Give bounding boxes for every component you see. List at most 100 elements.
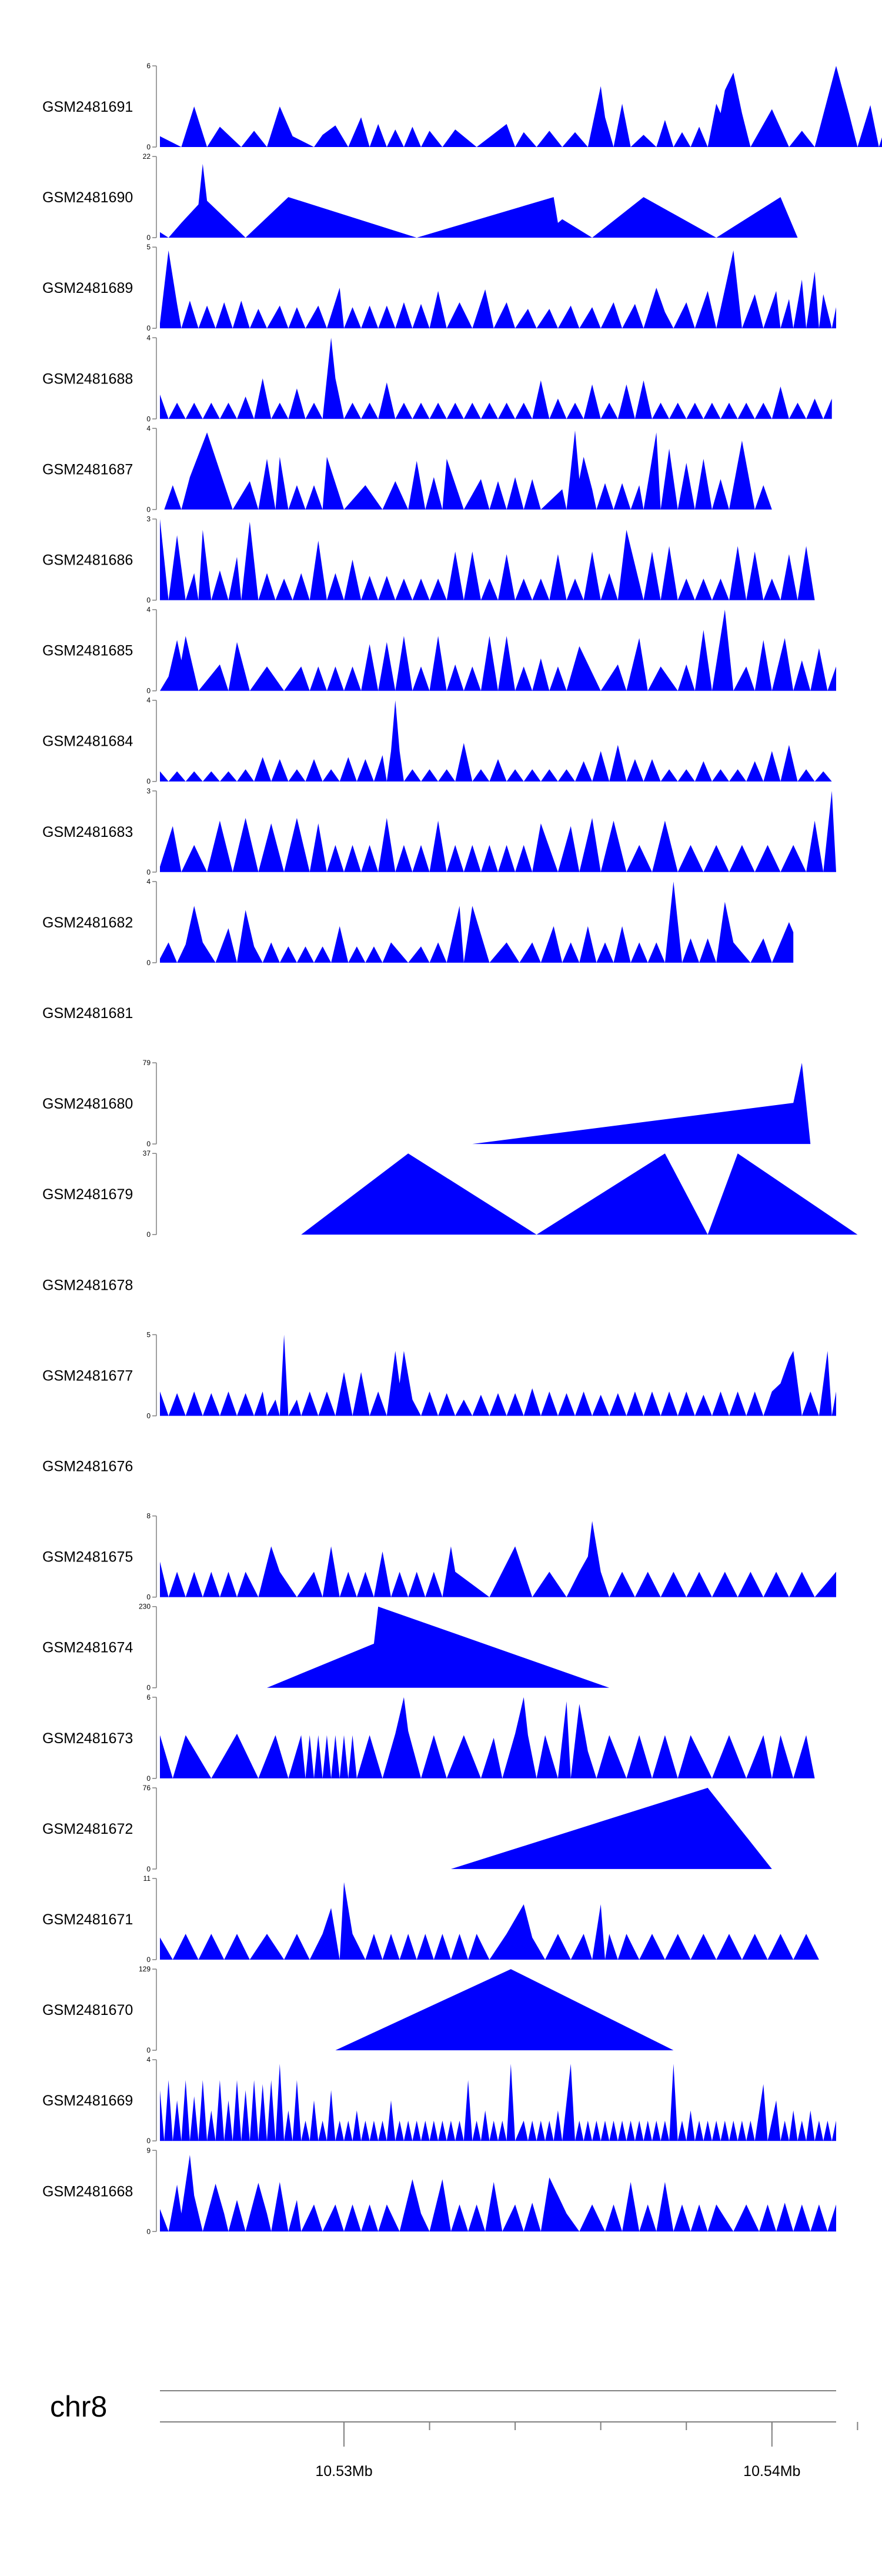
y-tick-label-max: 4 bbox=[146, 696, 151, 705]
track-label: GSM2481672 bbox=[42, 1821, 133, 1837]
track: GSM2481689 5 0 bbox=[42, 243, 836, 332]
y-tick-label-min: 0 bbox=[146, 1412, 151, 1420]
y-tick-label-min: 0 bbox=[146, 143, 151, 151]
y-tick-label-max: 3 bbox=[146, 787, 151, 795]
track: GSM2481680 79 0 bbox=[42, 1059, 811, 1148]
coverage-area bbox=[160, 2064, 836, 2141]
track: GSM2481670 129 0 bbox=[42, 1965, 674, 2054]
genome-axis: chr8 10.53Mb 10.54Mb bbox=[50, 2390, 858, 2480]
coverage-area bbox=[160, 1334, 836, 1416]
chromosome-label: chr8 bbox=[50, 2390, 107, 2423]
y-tick-label-min: 0 bbox=[146, 1140, 151, 1148]
y-tick-label-min: 0 bbox=[146, 415, 151, 423]
y-tick-label-max: 3 bbox=[146, 515, 151, 523]
y-tick-label-max: 5 bbox=[146, 1330, 151, 1339]
track: GSM2481690 22 0 bbox=[42, 152, 798, 242]
genome-tick-label: 10.53Mb bbox=[315, 2463, 372, 2480]
y-tick-label-max: 230 bbox=[139, 1603, 151, 1611]
coverage-area bbox=[160, 338, 832, 419]
track: GSM2481668 9 0 bbox=[42, 2146, 836, 2235]
track-label: GSM2481679 bbox=[42, 1186, 133, 1203]
track-label: GSM2481673 bbox=[42, 1730, 133, 1747]
track-label: GSM2481690 bbox=[42, 189, 133, 206]
track: GSM2481671 11 0 bbox=[42, 1874, 819, 1964]
track: GSM2481686 3 0 bbox=[42, 515, 815, 605]
y-tick-label-min: 0 bbox=[146, 324, 151, 332]
track-label: GSM2481687 bbox=[42, 461, 133, 478]
y-tick-label-min: 0 bbox=[146, 233, 151, 242]
coverage-area bbox=[301, 1153, 858, 1235]
y-tick-label-max: 4 bbox=[146, 2056, 151, 2064]
track: GSM2481688 4 0 bbox=[42, 333, 832, 423]
track-label: GSM2481670 bbox=[42, 2002, 133, 2018]
coverage-area bbox=[160, 1697, 815, 1778]
track: GSM2481684 4 0 bbox=[42, 696, 832, 786]
track: GSM2481681 bbox=[42, 1005, 133, 1022]
y-tick-label-max: 4 bbox=[146, 424, 151, 432]
track: GSM2481679 37 0 bbox=[42, 1149, 858, 1239]
y-tick-label-max: 4 bbox=[146, 877, 151, 886]
track-label: GSM2481681 bbox=[42, 1005, 133, 1022]
track-label: GSM2481674 bbox=[42, 1640, 133, 1656]
track-label: GSM2481683 bbox=[42, 824, 133, 840]
y-tick-label-min: 0 bbox=[146, 1593, 151, 1601]
coverage-area bbox=[160, 1521, 836, 1597]
track: GSM2481674 230 0 bbox=[42, 1603, 610, 1692]
y-tick-label-max: 4 bbox=[146, 606, 151, 614]
y-tick-label-max: 79 bbox=[143, 1059, 151, 1067]
y-tick-label-min: 0 bbox=[146, 1774, 151, 1783]
track: GSM2481682 4 0 bbox=[42, 877, 794, 967]
y-tick-label-min: 0 bbox=[146, 868, 151, 876]
coverage-area bbox=[160, 163, 798, 238]
track: GSM2481678 bbox=[42, 1277, 133, 1293]
y-tick-label-min: 0 bbox=[146, 959, 151, 967]
track: GSM2481672 76 0 bbox=[42, 1784, 772, 1873]
y-tick-label-min: 0 bbox=[146, 687, 151, 695]
coverage-area bbox=[160, 66, 882, 147]
track-label: GSM2481676 bbox=[42, 1459, 133, 1475]
track: GSM2481675 8 0 bbox=[42, 1512, 836, 1601]
track-label: GSM2481691 bbox=[42, 99, 133, 115]
coverage-area bbox=[160, 609, 836, 691]
y-tick-label-max: 22 bbox=[143, 152, 151, 161]
track-label: GSM2481686 bbox=[42, 552, 133, 569]
track: GSM2481687 4 0 bbox=[42, 424, 772, 513]
y-tick-label-min: 0 bbox=[146, 596, 151, 605]
y-tick-label-min: 0 bbox=[146, 1956, 151, 1964]
track-label: GSM2481671 bbox=[42, 1911, 133, 1928]
coverage-area bbox=[160, 700, 832, 782]
y-tick-label-max: 129 bbox=[139, 1965, 151, 1973]
track-label: GSM2481685 bbox=[42, 643, 133, 659]
track-label: GSM2481682 bbox=[42, 915, 133, 931]
genome-tick-label: 10.54Mb bbox=[743, 2463, 800, 2480]
y-tick-label-min: 0 bbox=[146, 505, 151, 513]
coverage-area bbox=[160, 519, 815, 600]
y-tick-label-max: 5 bbox=[146, 243, 151, 251]
track: GSM2481677 5 0 bbox=[42, 1330, 836, 1420]
y-tick-label-max: 6 bbox=[146, 1693, 151, 1701]
track-label: GSM2481678 bbox=[42, 1277, 133, 1293]
coverage-area bbox=[160, 790, 836, 872]
y-tick-label-max: 9 bbox=[146, 2146, 151, 2154]
coverage-area bbox=[335, 1969, 674, 2051]
y-tick-label-min: 0 bbox=[146, 2046, 151, 2054]
y-tick-label-max: 6 bbox=[146, 62, 151, 70]
track-label: GSM2481684 bbox=[42, 733, 133, 750]
y-tick-label-min: 0 bbox=[146, 1230, 151, 1239]
coverage-area bbox=[160, 2155, 836, 2232]
y-tick-label-max: 4 bbox=[146, 333, 151, 342]
track-label: GSM2481675 bbox=[42, 1549, 133, 1566]
track-label: GSM2481689 bbox=[42, 280, 133, 296]
y-tick-label-max: 37 bbox=[143, 1149, 151, 1157]
track: GSM2481669 4 0 bbox=[42, 2056, 836, 2145]
coverage-area bbox=[160, 250, 836, 329]
coverage-area bbox=[450, 1787, 772, 1869]
track-label: GSM2481669 bbox=[42, 2093, 133, 2109]
track: GSM2481683 3 0 bbox=[42, 787, 836, 876]
coverage-area bbox=[160, 881, 794, 963]
track-label: GSM2481677 bbox=[42, 1367, 133, 1384]
y-tick-label-min: 0 bbox=[146, 2137, 151, 2145]
coverage-area bbox=[164, 430, 772, 510]
coverage-area bbox=[160, 1882, 819, 1960]
